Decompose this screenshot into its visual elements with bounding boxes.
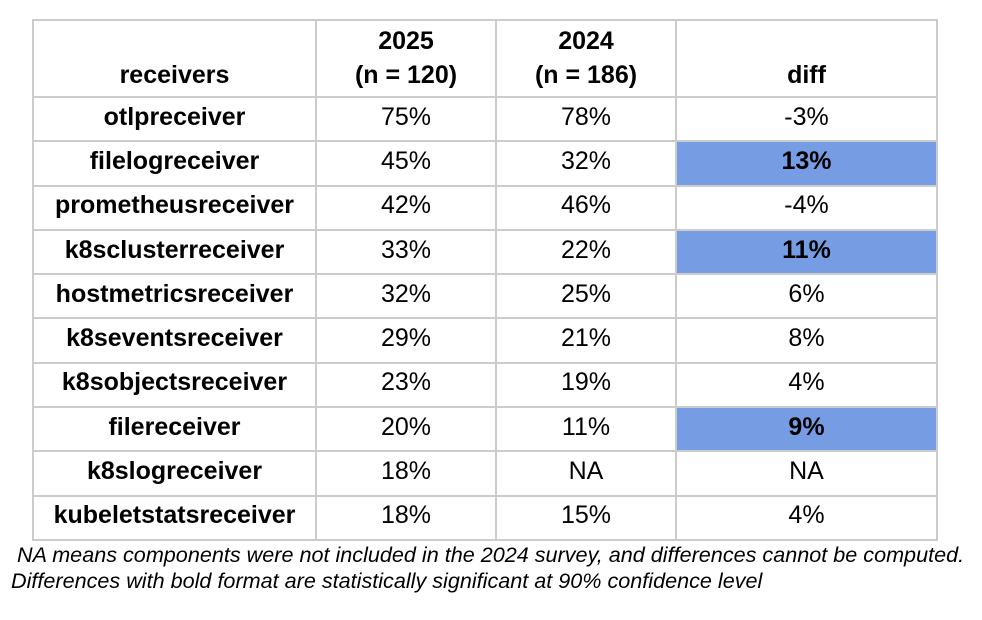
value-2024-cell: 25% <box>495 273 677 320</box>
table-body: otlpreceiver 75% 78% -3% filelogreceiver 45% 3… <box>32 95 938 541</box>
column-header-2024: 2024 (n = 186) <box>495 19 677 98</box>
value-2024-cell: NA <box>495 450 677 497</box>
value-2024-cell: 46% <box>495 184 677 231</box>
table-row: prometheusreceiver 42% 46% -4% <box>32 184 938 231</box>
table-row: hostmetricsreceiver 32% 25% 6% <box>32 273 938 320</box>
value-2024-cell: 22% <box>495 228 677 276</box>
diff-cell: 4% <box>675 494 938 541</box>
receivers-table: receivers 2025 (n = 120) 2024 (n = 186) di… <box>32 19 938 541</box>
diff-cell: 6% <box>675 273 938 320</box>
footnote-bold: Differences with bold format are statist… <box>11 568 763 594</box>
value-2025-cell: 29% <box>315 317 497 364</box>
value-2025-cell: 18% <box>315 450 497 497</box>
value-2025-cell: 45% <box>315 140 497 187</box>
column-header-2024-year: 2024 <box>558 27 614 56</box>
column-header-receivers: receivers <box>32 19 317 98</box>
receiver-name-cell: otlpreceiver <box>32 95 317 143</box>
receiver-name-cell: k8slogreceiver <box>32 450 317 497</box>
table-row: k8seventsreceiver 29% 21% 8% <box>32 317 938 364</box>
value-2025-cell: 18% <box>315 494 497 541</box>
receiver-name-cell: hostmetricsreceiver <box>32 273 317 320</box>
receiver-name-cell: kubeletstatsreceiver <box>32 494 317 541</box>
value-2025-cell: 23% <box>315 361 497 409</box>
diff-cell: -3% <box>675 95 938 143</box>
table-row: k8slogreceiver 18% NA NA <box>32 450 938 497</box>
value-2025-cell: 42% <box>315 184 497 231</box>
value-2025-cell: 33% <box>315 228 497 276</box>
diff-cell: -4% <box>675 184 938 231</box>
column-header-2024-n: (n = 186) <box>534 60 638 89</box>
value-2024-cell: 15% <box>495 494 677 541</box>
table-row: kubeletstatsreceiver 18% 15% 4% <box>32 494 938 541</box>
diff-cell-highlighted: 9% <box>675 406 938 453</box>
diff-cell: 8% <box>675 317 938 364</box>
table-header: receivers 2025 (n = 120) 2024 (n = 186) di… <box>32 19 938 98</box>
diff-cell-highlighted: 13% <box>675 140 938 187</box>
receiver-name-cell: filereceiver <box>32 406 317 453</box>
diff-cell: 4% <box>675 361 938 409</box>
value-2025-cell: 32% <box>315 273 497 320</box>
column-header-receivers-label: receivers <box>119 60 230 89</box>
column-header-2025: 2025 (n = 120) <box>315 19 497 98</box>
footnotes: NA means components were not included in… <box>11 542 964 594</box>
table-row: k8sclusterreceiver 33% 22% 11% <box>32 228 938 276</box>
value-2024-cell: 32% <box>495 140 677 187</box>
table-row: otlpreceiver 75% 78% -3% <box>32 95 938 143</box>
column-header-2025-year: 2025 <box>378 27 434 56</box>
value-2025-cell: 75% <box>315 95 497 143</box>
value-2024-cell: 78% <box>495 95 677 143</box>
footnote-na: NA means components were not included in… <box>11 542 965 567</box>
value-2024-cell: 19% <box>495 361 677 409</box>
receiver-name-cell: filelogreceiver <box>32 140 317 187</box>
header-row: receivers 2025 (n = 120) 2024 (n = 186) di… <box>32 19 938 98</box>
table-row: filereceiver 20% 11% 9% <box>32 406 938 453</box>
table-row: k8sobjectsreceiver 23% 19% 4% <box>32 361 938 409</box>
receiver-name-cell: k8sclusterreceiver <box>32 228 317 276</box>
diff-cell-highlighted: 11% <box>675 228 938 276</box>
value-2024-cell: 11% <box>495 406 677 453</box>
column-header-2025-n: (n = 120) <box>354 60 458 89</box>
receiver-name-cell: k8sobjectsreceiver <box>32 361 317 409</box>
column-header-diff-label: diff <box>787 60 826 89</box>
table-row: filelogreceiver 45% 32% 13% <box>32 140 938 187</box>
value-2025-cell: 20% <box>315 406 497 453</box>
column-header-diff: diff <box>675 19 938 98</box>
value-2024-cell: 21% <box>495 317 677 364</box>
diff-cell: NA <box>675 450 938 497</box>
receiver-name-cell: k8seventsreceiver <box>32 317 317 364</box>
receiver-name-cell: prometheusreceiver <box>32 184 317 231</box>
